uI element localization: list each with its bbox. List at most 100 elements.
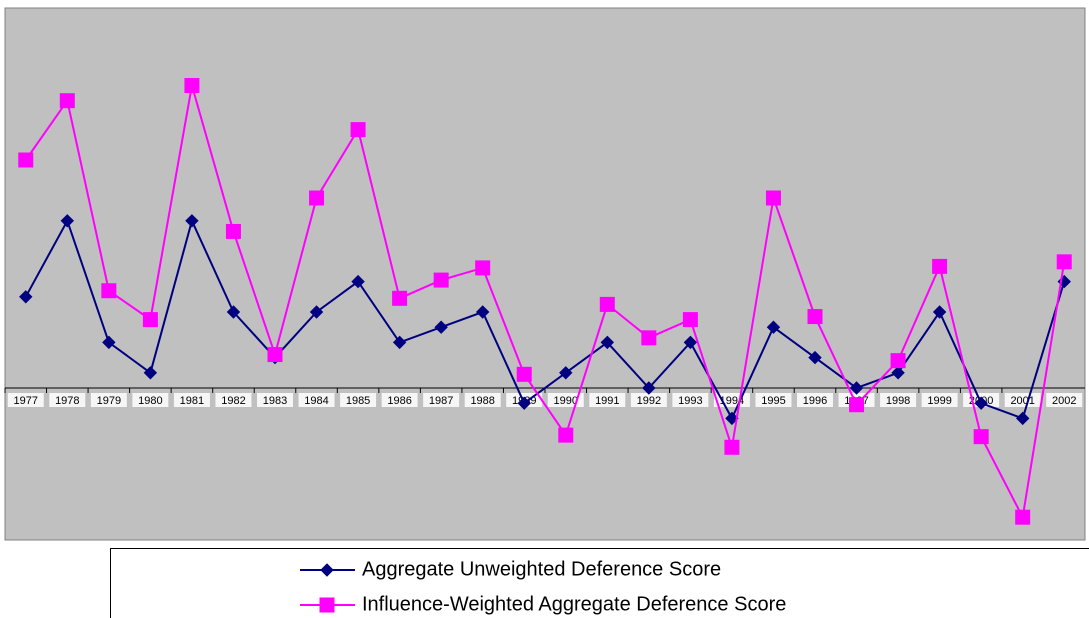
point	[18, 152, 34, 168]
legend-marker	[320, 563, 334, 577]
x-label-bg	[464, 393, 501, 407]
point	[807, 309, 823, 325]
x-tick-label: 1978	[55, 395, 79, 407]
point	[682, 312, 698, 328]
point	[849, 381, 864, 395]
x-tick-label: 1992	[637, 395, 661, 407]
x-label-bg	[298, 393, 335, 407]
point	[558, 427, 574, 443]
x-label-bg	[132, 393, 169, 407]
x-label-bg	[880, 393, 917, 407]
point	[765, 190, 781, 206]
x-label-bg	[672, 393, 709, 407]
point	[516, 366, 532, 382]
point	[932, 258, 948, 274]
x-tick-label: 1986	[387, 395, 411, 407]
point	[1056, 254, 1072, 270]
legend-label: Aggregate Unweighted Deference Score	[362, 558, 721, 580]
point	[392, 290, 408, 306]
x-label-bg	[1004, 393, 1041, 407]
x-tick-label: 1990	[554, 395, 578, 407]
x-tick-label: 1987	[429, 395, 453, 407]
point	[434, 320, 448, 334]
point	[433, 272, 449, 288]
x-tick-label: 1996	[803, 395, 827, 407]
point	[1057, 274, 1071, 289]
point	[599, 296, 615, 312]
x-tick-label: 1977	[14, 395, 38, 407]
x-tick-label: 1983	[263, 395, 287, 407]
x-tick-label: 1981	[180, 395, 204, 407]
legend-marker	[319, 597, 335, 613]
x-label-bg	[173, 393, 210, 407]
series-line	[24, 217, 1066, 421]
point	[724, 439, 740, 455]
point	[974, 396, 988, 410]
x-tick-label: 1980	[138, 395, 162, 407]
x-label-bg	[257, 393, 293, 407]
x-tick-label: 1984	[304, 395, 328, 407]
point	[309, 305, 324, 319]
point	[891, 366, 905, 380]
point	[60, 214, 75, 228]
x-tick-label: 1988	[470, 395, 494, 407]
point	[475, 305, 490, 319]
point	[309, 190, 325, 206]
point	[683, 335, 698, 350]
point	[226, 305, 241, 319]
point	[102, 335, 116, 350]
point	[766, 320, 781, 334]
x-tick-label: 1979	[97, 395, 121, 407]
point	[559, 366, 573, 380]
x-label-bg	[755, 393, 792, 407]
x-label-bg	[589, 393, 626, 407]
x-label-bg	[797, 393, 833, 407]
x-tick-label: 2001	[1010, 395, 1034, 407]
x-label-bg	[921, 393, 958, 407]
point	[808, 350, 822, 365]
point	[475, 260, 491, 276]
point	[932, 305, 947, 319]
legend	[110, 548, 1089, 618]
point	[600, 335, 615, 350]
x-tick-label: 1985	[346, 395, 370, 407]
point	[849, 397, 865, 413]
x-tick-label: 2002	[1052, 395, 1076, 407]
x-label-bg	[630, 393, 667, 407]
point	[641, 330, 657, 346]
point	[890, 353, 906, 369]
x-label-bg	[215, 393, 252, 407]
point	[267, 347, 283, 363]
point	[101, 283, 117, 299]
point	[184, 78, 200, 94]
point	[225, 223, 241, 239]
x-label-bg	[1046, 393, 1083, 407]
plot-area	[4, 7, 1086, 541]
legend-label: Influence-Weighted Aggregate Deference S…	[362, 593, 786, 615]
point	[1015, 509, 1031, 525]
point	[59, 93, 75, 109]
point	[143, 366, 158, 380]
x-label-bg	[7, 393, 44, 407]
point	[725, 411, 739, 426]
x-label-bg	[381, 393, 418, 407]
x-tick-label: 1993	[678, 395, 702, 407]
point	[517, 396, 531, 410]
point	[350, 122, 366, 138]
point	[973, 429, 989, 445]
point	[642, 381, 656, 395]
point	[142, 312, 158, 328]
x-label-bg	[340, 393, 377, 407]
point	[185, 214, 199, 228]
x-tick-label: 1995	[761, 395, 785, 407]
x-tick-label: 1999	[927, 395, 951, 407]
x-label-bg	[49, 393, 86, 407]
x-tick-label: 1982	[221, 395, 245, 407]
point	[392, 335, 407, 350]
point	[1015, 411, 1030, 426]
x-tick-label: 1998	[886, 395, 910, 407]
x-label-bg	[90, 393, 127, 407]
point	[351, 274, 365, 289]
x-label-bg	[423, 393, 460, 407]
